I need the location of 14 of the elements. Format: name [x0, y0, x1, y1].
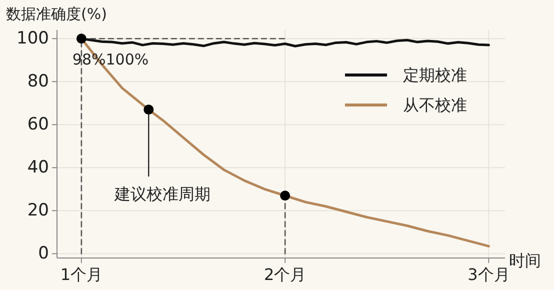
y-tick-label: 100 [16, 28, 49, 49]
annotation: 建议校准周期 [114, 184, 211, 204]
x-tick-label: 1个月 [60, 265, 103, 284]
x-tick-label: 2个月 [264, 265, 306, 284]
x-tick-label: 3个月 [468, 265, 510, 284]
y-tick-label: 20 [27, 200, 49, 221]
y-tick-label: 80 [27, 72, 49, 92]
y-tick-label: 60 [27, 114, 49, 135]
x-axis-title: 时间 [509, 251, 541, 270]
y-tick-label: 0 [38, 244, 49, 264]
y-tick-label: 40 [27, 158, 49, 178]
legend-label: 定期校准 [403, 66, 467, 84]
legend-label: 从不校准 [403, 96, 467, 114]
y-axis-title: 数据准确度(%) [6, 5, 107, 23]
